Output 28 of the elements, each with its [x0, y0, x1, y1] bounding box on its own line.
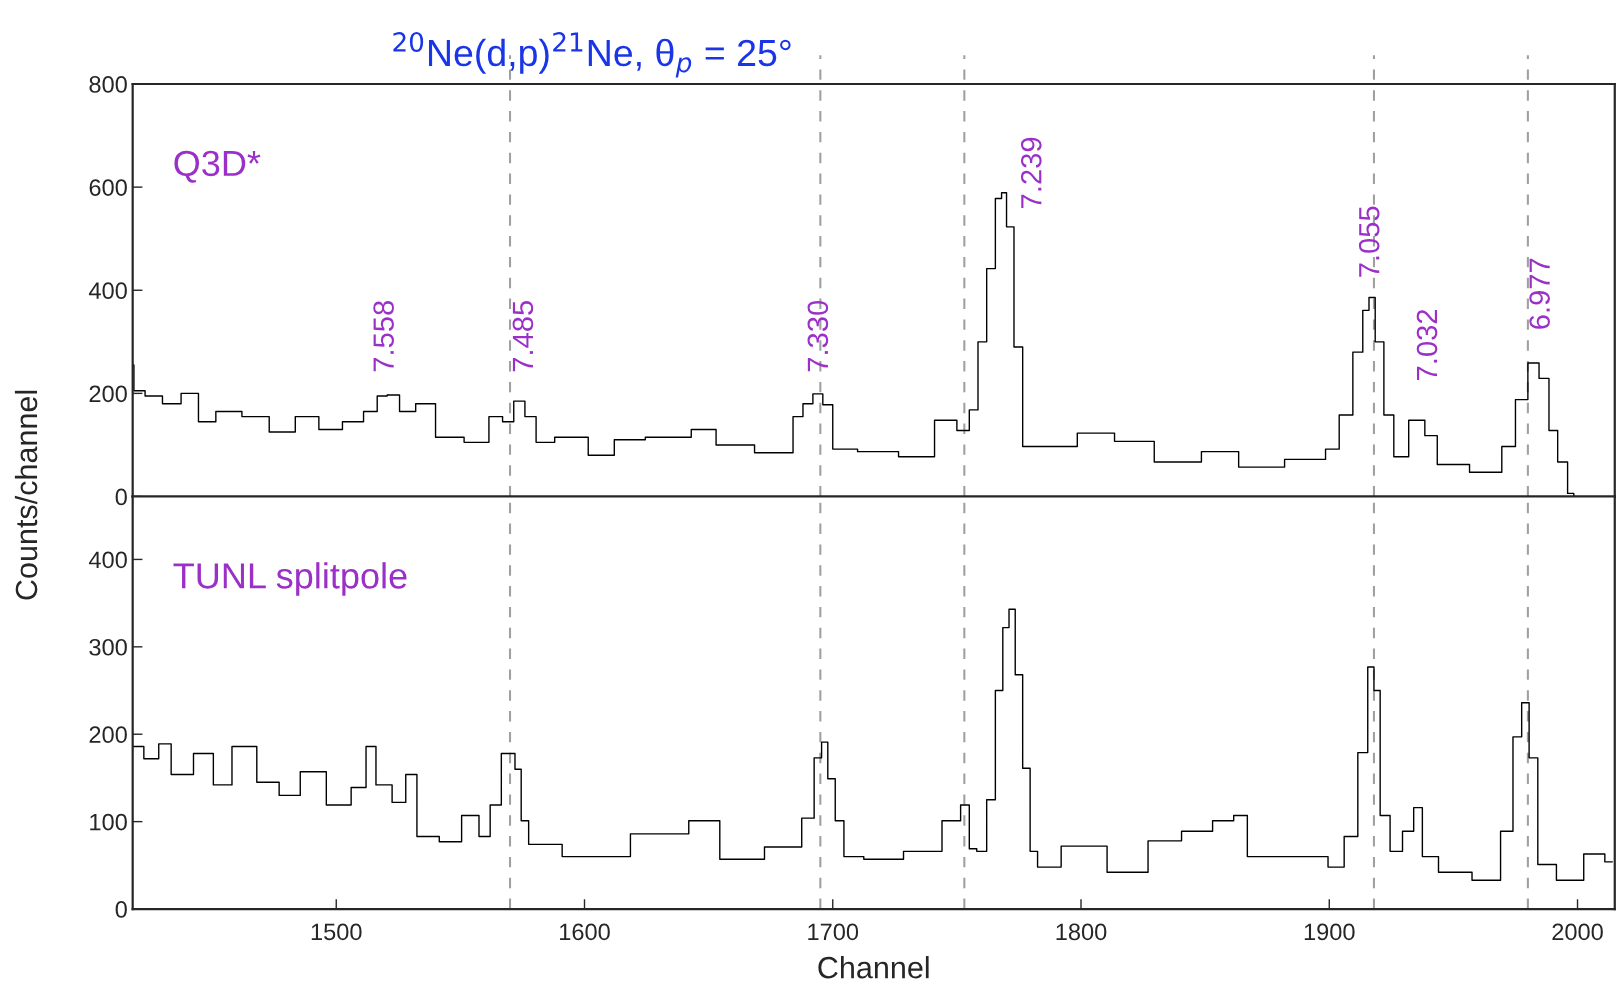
x-tick-label: 1700: [808, 923, 859, 941]
annotation: 6.977: [1529, 258, 1550, 329]
annotation: Q3D*: [174, 150, 261, 183]
x-axis-title: Channel: [818, 956, 929, 979]
y-tick-label: 400: [88, 282, 127, 300]
x-tick-label: 1600: [560, 923, 610, 941]
x-tick-label: 1500: [311, 923, 362, 941]
y-tick-label: 0: [115, 488, 127, 506]
y-tick-label: 0: [115, 901, 127, 918]
y-axis-title: Counts/channel: [14, 390, 38, 600]
annotation: 7.330: [807, 300, 829, 372]
annotation: 7.558: [373, 301, 394, 372]
annotation: 7.055: [1358, 206, 1380, 277]
y-tick-label: 200: [89, 726, 127, 744]
y-tick-label: 600: [89, 179, 127, 196]
y-tick-label: 300: [89, 638, 127, 656]
y-tick-label: 200: [89, 385, 127, 403]
x-tick-label: 2000: [1552, 923, 1603, 941]
annotation: 7.485: [512, 300, 534, 372]
y-tick-label: 400: [88, 551, 127, 569]
chart-title: $^{20}$Ne(d,p)$^{21}$Ne, θ$_{p}$ = 25°: [393, 32, 791, 78]
annotation: 7.032: [1416, 309, 1438, 380]
annotation: 7.239: [1020, 137, 1042, 208]
y-tick-label: 100: [90, 813, 127, 831]
y-tick-label: 800: [89, 76, 127, 93]
annotation: TUNL splitpole: [173, 562, 407, 596]
x-tick-label: 1800: [1056, 923, 1107, 941]
x-tick-label: 1900: [1304, 923, 1355, 941]
